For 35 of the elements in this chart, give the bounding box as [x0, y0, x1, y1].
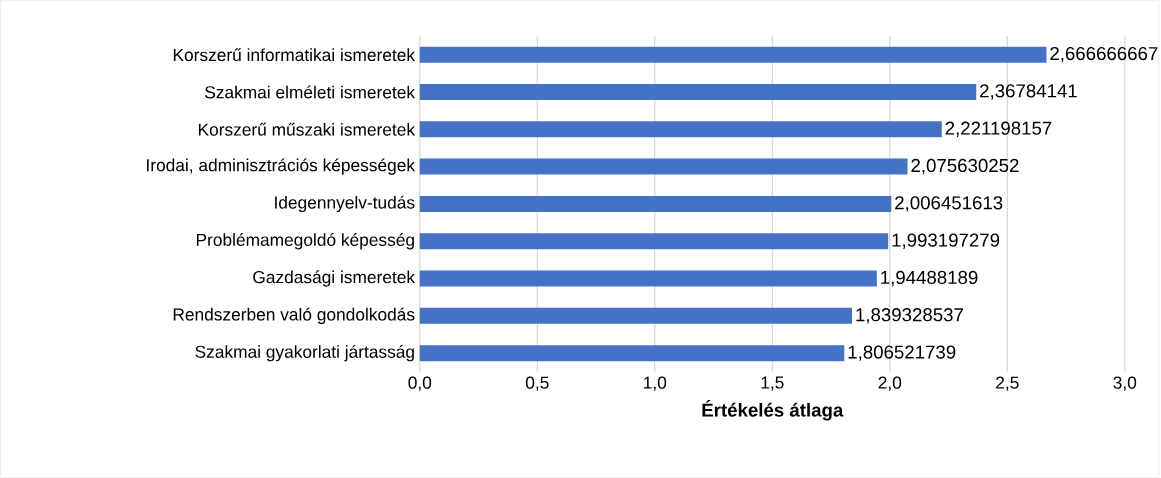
data-label: 2,666666667 [1050, 46, 1158, 63]
y-tick-label: Idegennyelv-tudás [275, 195, 415, 212]
x-tick-label: 3,0 [1113, 376, 1137, 391]
y-tick-label: Korszerű műszaki ismeretek [198, 122, 416, 136]
x-axis-title: Értékelés átlaga [702, 399, 844, 421]
y-tick-label: Gazdasági ismeretek [253, 270, 416, 287]
bar [419, 158, 908, 175]
bar [419, 46, 1047, 63]
y-tick-label: Korszerű informatikai ismeretek [173, 47, 416, 61]
x-tick-label: 2,0 [878, 376, 902, 391]
bar [419, 233, 889, 250]
bar [419, 270, 877, 287]
data-label: 2,221198157 [945, 121, 1052, 137]
data-label: 1,839328537 [856, 307, 963, 324]
bar [419, 121, 942, 138]
y-tick-label: Szakmai gyakorlati jártasság [195, 344, 414, 362]
y-tick-label: Rendszerben való gondolkodás [173, 307, 415, 324]
bar [419, 195, 892, 212]
data-label: 1,806521739 [848, 345, 956, 361]
bar [419, 307, 853, 324]
data-label: 1,993197279 [892, 233, 1000, 249]
y-tick-label: Irodai, adminisztrációs képességek [147, 158, 416, 175]
x-tick-label: 0,0 [408, 376, 432, 391]
bar [419, 344, 845, 361]
x-tick-label: 1,0 [644, 376, 667, 391]
data-label: 1,94488189 [881, 270, 978, 287]
x-tick-label: 0,5 [525, 376, 549, 391]
data-label: 2,006451613 [895, 195, 1003, 212]
x-tick-label: 2,5 [996, 376, 1019, 391]
data-label: 2,36784141 [980, 84, 1077, 100]
y-tick-label: Problémamegoldó képesség [196, 232, 414, 250]
bar [419, 83, 977, 100]
x-tick-label: 1,5 [761, 376, 784, 391]
data-label: 2,075630252 [911, 158, 1019, 175]
y-tick-label: Szakmai elméleti ismeretek [205, 85, 416, 99]
